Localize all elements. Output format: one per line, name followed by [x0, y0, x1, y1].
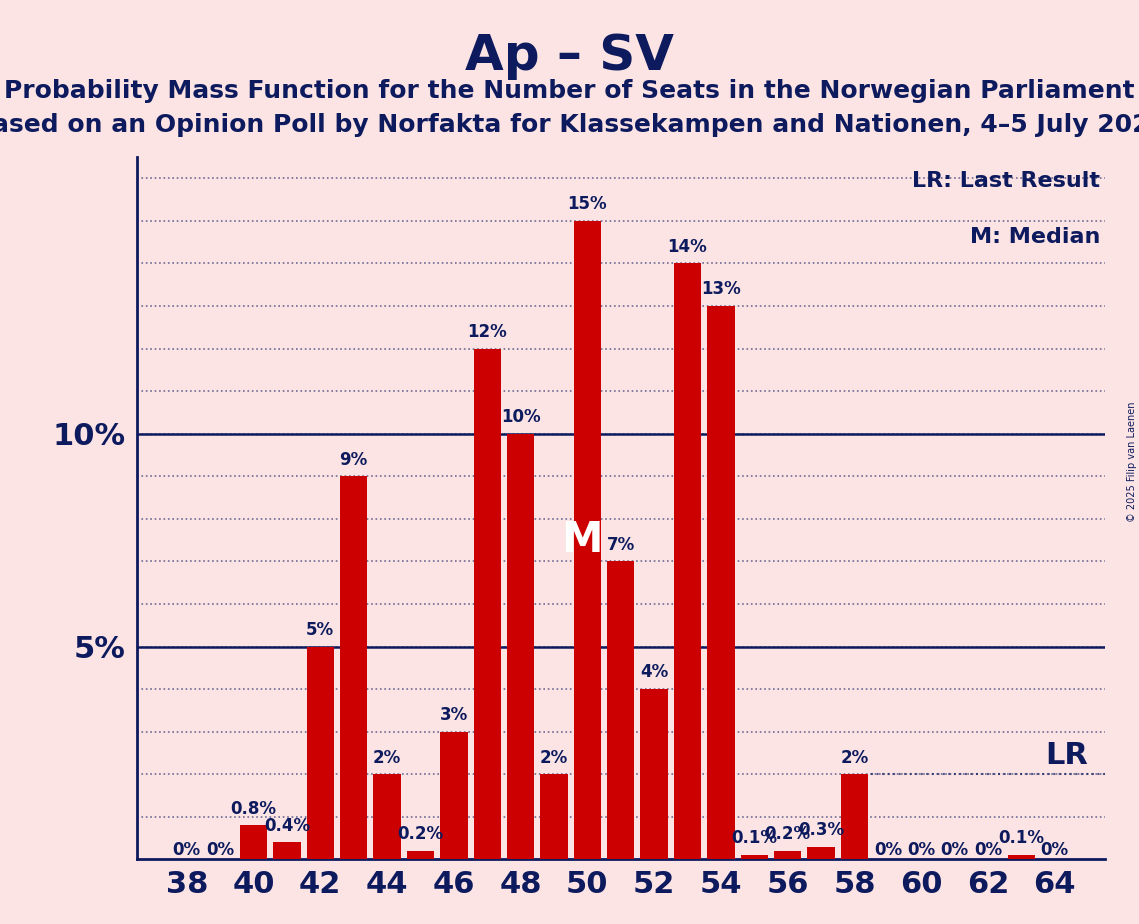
- Bar: [306, 647, 334, 859]
- Text: 0.2%: 0.2%: [764, 825, 811, 843]
- Bar: [574, 221, 601, 859]
- Bar: [740, 855, 768, 859]
- Text: 0%: 0%: [206, 842, 235, 859]
- Bar: [841, 774, 868, 859]
- Bar: [640, 689, 667, 859]
- Text: 0.8%: 0.8%: [230, 799, 277, 818]
- Bar: [775, 851, 802, 859]
- Text: 0.1%: 0.1%: [731, 830, 777, 847]
- Bar: [374, 774, 401, 859]
- Text: 2%: 2%: [372, 748, 401, 767]
- Text: 0%: 0%: [173, 842, 200, 859]
- Text: 0%: 0%: [907, 842, 935, 859]
- Text: 0.4%: 0.4%: [264, 817, 310, 834]
- Text: 14%: 14%: [667, 237, 707, 256]
- Bar: [341, 476, 368, 859]
- Text: 7%: 7%: [607, 536, 634, 553]
- Text: 0.1%: 0.1%: [999, 830, 1044, 847]
- Text: 15%: 15%: [567, 195, 607, 213]
- Text: M: M: [562, 519, 604, 561]
- Text: LR: LR: [1046, 741, 1088, 770]
- Text: Probability Mass Function for the Number of Seats in the Norwegian Parliament: Probability Mass Function for the Number…: [5, 79, 1134, 103]
- Text: 4%: 4%: [640, 663, 669, 681]
- Text: 0%: 0%: [874, 842, 902, 859]
- Text: 12%: 12%: [467, 323, 507, 341]
- Text: 0%: 0%: [974, 842, 1002, 859]
- Bar: [674, 263, 702, 859]
- Text: 9%: 9%: [339, 451, 368, 468]
- Text: 3%: 3%: [440, 706, 468, 724]
- Bar: [240, 825, 268, 859]
- Bar: [407, 851, 434, 859]
- Text: Ap – SV: Ap – SV: [465, 32, 674, 80]
- Text: 2%: 2%: [841, 748, 869, 767]
- Text: LR: Last Result: LR: Last Result: [912, 171, 1100, 191]
- Text: 0%: 0%: [941, 842, 968, 859]
- Text: 2%: 2%: [540, 748, 568, 767]
- Bar: [1008, 855, 1035, 859]
- Text: © 2025 Filip van Laenen: © 2025 Filip van Laenen: [1126, 402, 1137, 522]
- Text: 0.2%: 0.2%: [398, 825, 443, 843]
- Text: M: Median: M: Median: [969, 227, 1100, 248]
- Text: Based on an Opinion Poll by Norfakta for Klassekampen and Nationen, 4–5 July 202: Based on an Opinion Poll by Norfakta for…: [0, 113, 1139, 137]
- Bar: [273, 843, 301, 859]
- Text: 0%: 0%: [1041, 842, 1068, 859]
- Text: 5%: 5%: [306, 621, 335, 638]
- Bar: [474, 348, 501, 859]
- Text: 13%: 13%: [700, 280, 740, 298]
- Bar: [808, 846, 835, 859]
- Text: 0.3%: 0.3%: [798, 821, 844, 839]
- Bar: [540, 774, 567, 859]
- Bar: [440, 732, 467, 859]
- Bar: [507, 433, 534, 859]
- Text: 10%: 10%: [501, 408, 540, 426]
- Bar: [607, 562, 634, 859]
- Bar: [707, 306, 735, 859]
